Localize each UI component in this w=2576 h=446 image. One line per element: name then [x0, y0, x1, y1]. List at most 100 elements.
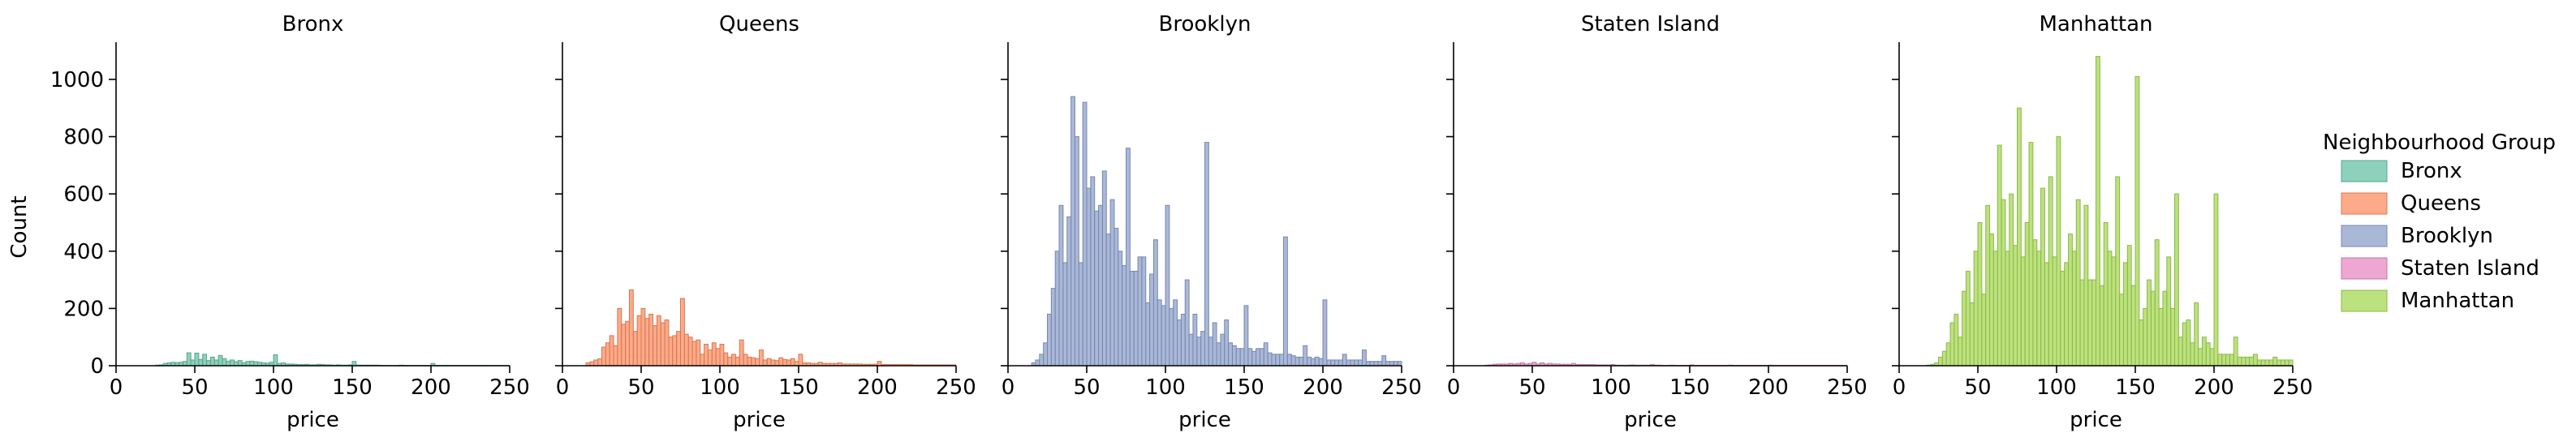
histogram-bar	[1330, 359, 1336, 367]
histogram-bar	[2024, 221, 2030, 367]
histogram-bar	[2205, 342, 2211, 367]
histogram-bar	[1239, 348, 1245, 367]
histogram-bar	[1058, 204, 1064, 367]
histogram-bar	[2201, 337, 2207, 367]
histogram-bar	[2091, 279, 2096, 367]
histogram-bar	[1126, 148, 1131, 367]
histogram-bar	[739, 339, 744, 367]
histogram-bar	[778, 357, 784, 367]
histogram-bar	[2253, 354, 2258, 367]
histogram-bar	[1243, 305, 1249, 367]
histogram-bar	[2280, 359, 2285, 367]
histogram-bar	[1310, 358, 1316, 367]
histogram-bar	[676, 331, 681, 367]
histogram-bar	[1235, 348, 1241, 367]
histogram-bar	[230, 359, 235, 367]
histogram-bar	[1342, 354, 1347, 367]
x-tick-label: 50	[627, 375, 654, 400]
legend-title: Neighbourhood Group	[2323, 131, 2556, 155]
histogram-bar	[2170, 307, 2175, 367]
histogram-bar	[2068, 234, 2073, 367]
x-tick-label: 100	[700, 375, 740, 400]
histogram-bar	[2233, 337, 2238, 367]
histogram-bar	[644, 318, 650, 367]
x-tick-label: 100	[1591, 375, 1631, 400]
histogram-bar	[1322, 299, 1328, 367]
histogram-bar	[704, 344, 709, 367]
histogram-bar	[2277, 359, 2281, 367]
histogram-bar	[798, 354, 803, 367]
histogram-bar	[2130, 285, 2136, 367]
legend-swatch	[2341, 192, 2388, 215]
histogram-bar	[636, 315, 642, 367]
histogram-bar	[2056, 136, 2061, 367]
histogram-bar	[1039, 354, 1045, 367]
histogram-bar	[766, 358, 772, 367]
histogram-bar	[1145, 302, 1151, 367]
x-tick-label: 50	[181, 375, 208, 400]
histogram-bar	[605, 342, 610, 367]
histogram-bar	[664, 319, 670, 367]
histogram-bar	[1105, 234, 1111, 367]
histogram-bar	[1973, 251, 1979, 367]
histogram-bar	[2272, 356, 2278, 367]
histogram-bar	[680, 298, 685, 367]
histogram-bar	[2190, 342, 2195, 367]
histogram-bar	[2048, 176, 2053, 367]
x-tick-label: 100	[1145, 375, 1186, 400]
histogram-bar	[1350, 359, 1355, 367]
legend-swatch	[2341, 257, 2388, 280]
histogram-bar	[2166, 256, 2172, 367]
histogram-bar	[1173, 299, 1178, 367]
histogram-bar	[186, 352, 192, 367]
y-tick-label: 600	[63, 182, 104, 207]
panel-queens: Queens 0 50 100 150 200 250 price	[555, 12, 976, 432]
histogram-bar	[1358, 359, 1363, 367]
histogram-bar	[1129, 270, 1135, 367]
histogram-bar	[2040, 187, 2045, 367]
legend-swatch	[2341, 225, 2388, 247]
histogram-bar	[711, 342, 717, 367]
histogram-bar	[194, 352, 200, 367]
histogram-bar	[1326, 359, 1332, 367]
histogram-bar	[2115, 176, 2121, 367]
histogram-bar	[696, 339, 701, 367]
histogram-bar	[1122, 264, 1126, 367]
histogram-bar	[1286, 354, 1292, 367]
histogram-bars	[155, 352, 510, 367]
histogram-bar	[668, 337, 674, 367]
histogram-bar	[687, 337, 693, 367]
panel-title: Manhattan	[2039, 12, 2152, 36]
histogram-bar	[1090, 176, 1096, 367]
histogram-bar	[2264, 359, 2270, 367]
histogram-bar	[2229, 354, 2234, 367]
histogram-bar	[1070, 96, 1075, 367]
panel-title: Brooklyn	[1159, 12, 1251, 36]
histogram-bar	[1362, 350, 1367, 367]
histogram-bar	[1192, 313, 1198, 367]
histogram-bar	[2182, 322, 2187, 367]
histogram-bar	[2178, 337, 2183, 367]
histogram-bar	[2225, 354, 2230, 367]
histogram-bar	[2020, 256, 2026, 367]
x-tick-label: 150	[1224, 375, 1264, 400]
histogram-bar	[1958, 337, 1963, 367]
histogram-bar	[2060, 270, 2066, 367]
x-axis-label: price	[1624, 408, 1677, 432]
legend-label: Queens	[2401, 191, 2481, 216]
histogram-bar	[1196, 337, 1202, 367]
histogram-bar	[621, 324, 627, 367]
histogram-bar	[1989, 234, 1994, 367]
histogram-bar	[1318, 358, 1324, 367]
legend-label: Brooklyn	[2401, 224, 2493, 248]
histogram-bar	[1290, 355, 1296, 367]
histogram-bar	[593, 359, 599, 367]
histogram-bar	[2052, 256, 2057, 367]
histogram-bar	[2099, 285, 2104, 367]
x-tick-label: 250	[1827, 375, 1867, 400]
histogram-bar	[751, 357, 756, 367]
histogram-bar	[1259, 348, 1264, 367]
histogram-bar	[1381, 355, 1387, 367]
x-axis-label: price	[1178, 408, 1231, 432]
